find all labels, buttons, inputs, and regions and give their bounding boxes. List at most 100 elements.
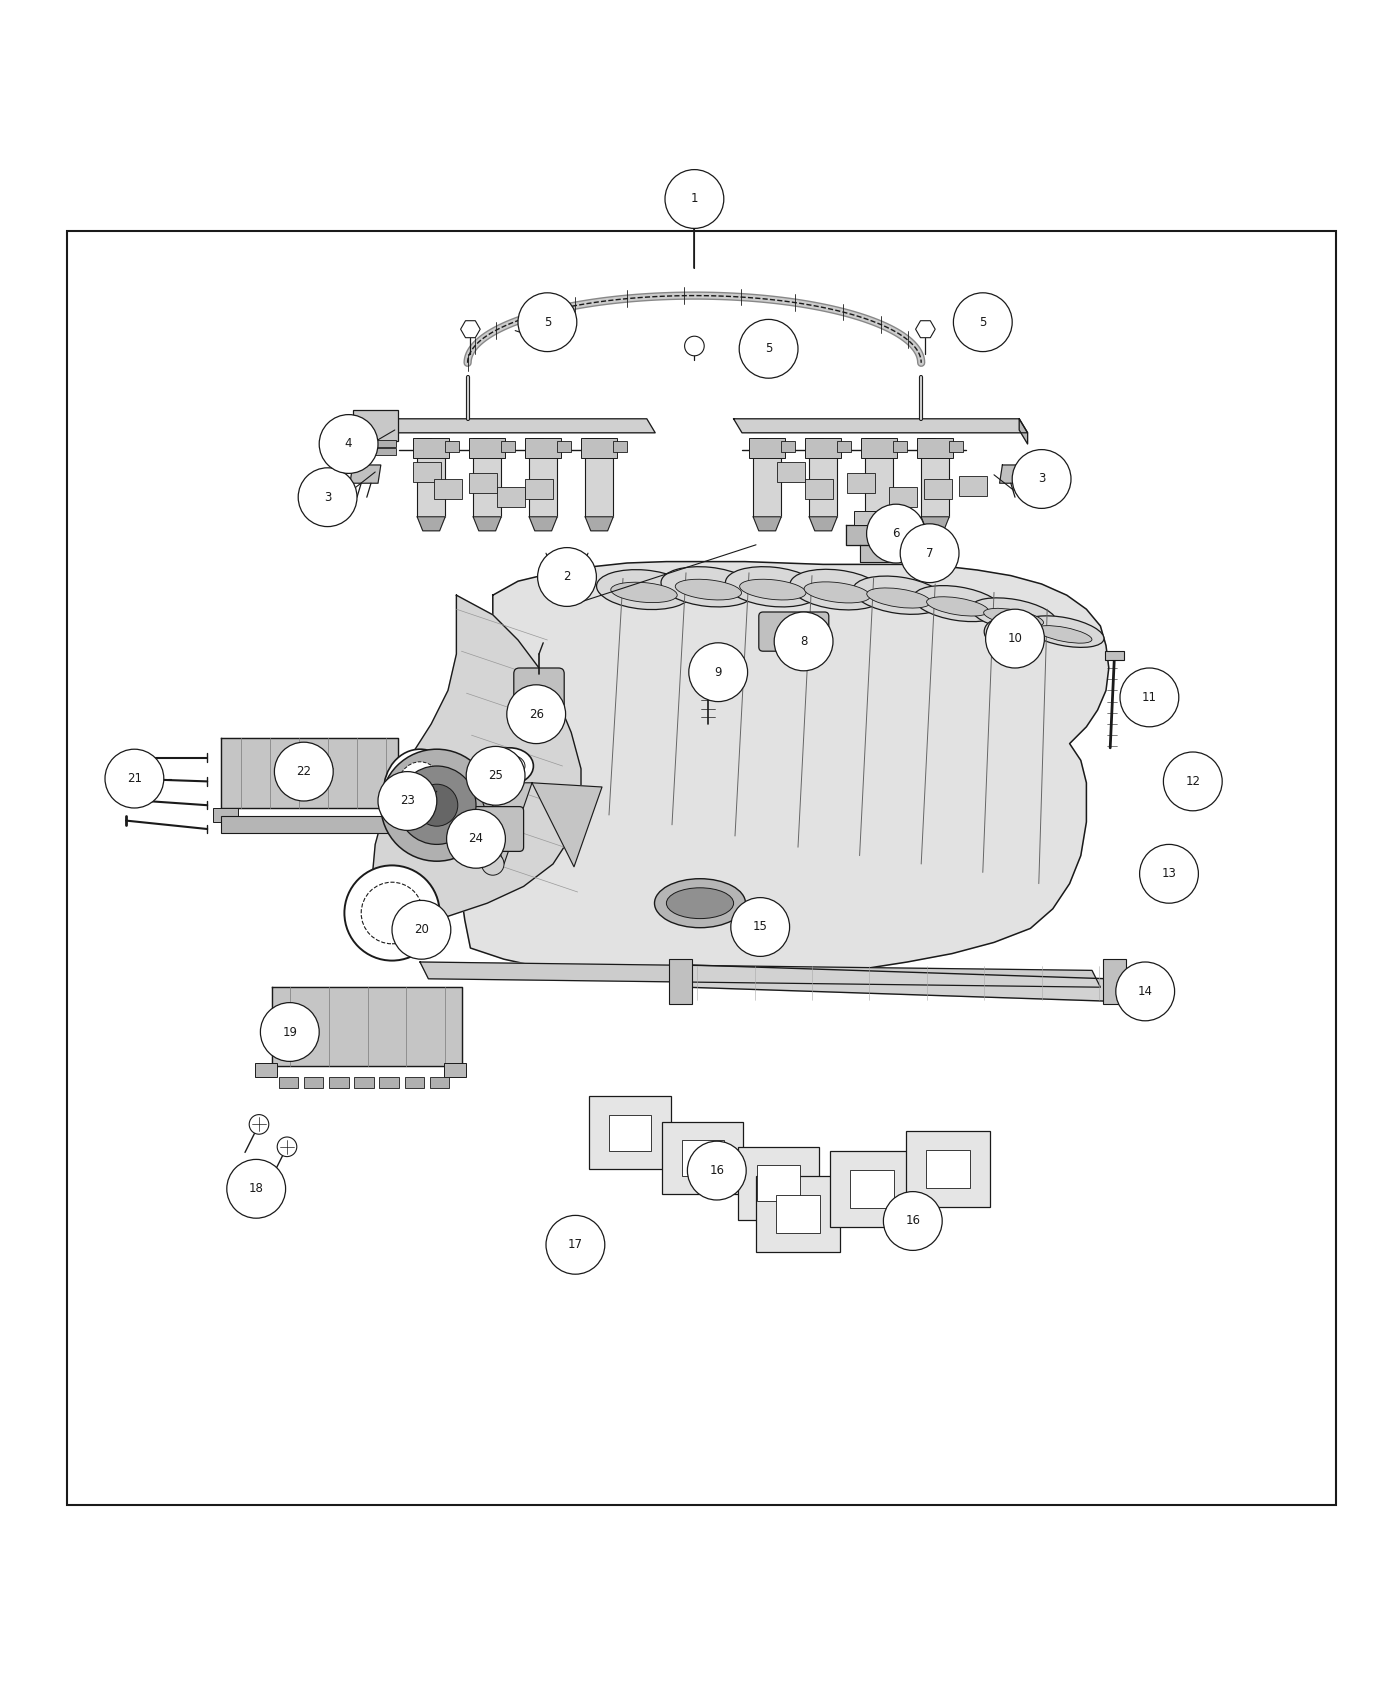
Ellipse shape <box>396 762 444 821</box>
Bar <box>329 1076 349 1088</box>
Circle shape <box>1012 449 1071 508</box>
Circle shape <box>739 320 798 377</box>
Ellipse shape <box>804 581 871 604</box>
Ellipse shape <box>991 624 1008 639</box>
Text: 23: 23 <box>400 794 414 808</box>
Polygon shape <box>916 321 935 338</box>
Text: 4: 4 <box>344 437 353 451</box>
Text: 16: 16 <box>906 1214 920 1227</box>
Circle shape <box>774 612 833 672</box>
Circle shape <box>1140 845 1198 903</box>
Bar <box>662 1122 743 1195</box>
Polygon shape <box>476 782 532 864</box>
Circle shape <box>867 505 925 563</box>
Ellipse shape <box>984 619 1015 644</box>
Ellipse shape <box>675 580 742 600</box>
Ellipse shape <box>927 597 988 615</box>
Bar <box>413 439 449 457</box>
Circle shape <box>344 865 440 960</box>
Bar <box>854 512 882 525</box>
Text: 10: 10 <box>1008 632 1022 644</box>
Text: 7: 7 <box>925 547 934 559</box>
Circle shape <box>731 898 790 957</box>
Bar <box>255 1062 277 1076</box>
Ellipse shape <box>739 580 806 600</box>
Polygon shape <box>272 988 462 1066</box>
Text: 19: 19 <box>283 1025 297 1039</box>
Bar <box>756 1176 840 1251</box>
Bar <box>949 442 963 452</box>
Bar <box>700 672 717 682</box>
Polygon shape <box>529 517 557 530</box>
Bar <box>497 488 525 507</box>
Circle shape <box>986 609 1044 668</box>
Ellipse shape <box>655 879 745 928</box>
Polygon shape <box>860 544 896 561</box>
Bar <box>581 439 617 457</box>
Ellipse shape <box>984 609 1043 627</box>
Bar <box>959 476 987 496</box>
Bar <box>917 439 953 457</box>
Circle shape <box>687 1141 746 1200</box>
Text: 11: 11 <box>1142 690 1156 704</box>
Text: 24: 24 <box>469 833 483 845</box>
Bar <box>379 1076 399 1088</box>
Bar <box>525 479 553 498</box>
Polygon shape <box>809 517 837 530</box>
Ellipse shape <box>790 570 885 610</box>
Text: 25: 25 <box>489 770 503 782</box>
Circle shape <box>466 746 525 806</box>
Text: 26: 26 <box>529 707 543 721</box>
Bar <box>354 1076 374 1088</box>
Circle shape <box>298 468 357 527</box>
Ellipse shape <box>913 585 1002 622</box>
Bar <box>781 442 795 452</box>
Text: 16: 16 <box>710 1164 724 1176</box>
Circle shape <box>319 415 378 473</box>
Text: 2: 2 <box>563 571 571 583</box>
Bar <box>669 959 692 1005</box>
Circle shape <box>361 882 423 944</box>
Polygon shape <box>456 561 1109 981</box>
Bar <box>809 449 837 517</box>
Circle shape <box>507 685 566 743</box>
Ellipse shape <box>1036 626 1092 643</box>
Bar <box>557 442 571 452</box>
FancyBboxPatch shape <box>353 410 398 442</box>
Polygon shape <box>753 517 781 530</box>
Circle shape <box>665 170 724 228</box>
Circle shape <box>518 292 577 352</box>
Bar <box>805 479 833 498</box>
Text: 17: 17 <box>568 1238 582 1251</box>
Polygon shape <box>675 966 1120 1001</box>
Polygon shape <box>1019 418 1028 444</box>
Ellipse shape <box>486 748 533 784</box>
Polygon shape <box>585 517 613 530</box>
Circle shape <box>546 1216 605 1275</box>
Polygon shape <box>1000 466 1033 483</box>
Bar <box>777 462 805 481</box>
Bar <box>861 439 897 457</box>
Bar <box>354 449 396 456</box>
Bar <box>417 449 445 517</box>
Circle shape <box>538 547 596 607</box>
Text: 8: 8 <box>799 634 808 648</box>
Bar <box>413 462 441 481</box>
Bar <box>354 440 396 447</box>
Circle shape <box>900 524 959 583</box>
Bar <box>738 1148 819 1219</box>
Ellipse shape <box>867 588 931 609</box>
Circle shape <box>1120 668 1179 728</box>
Ellipse shape <box>384 750 456 833</box>
Ellipse shape <box>610 581 678 602</box>
Bar <box>1103 959 1126 1005</box>
Bar <box>405 1076 424 1088</box>
Text: 5: 5 <box>764 342 773 355</box>
Bar <box>1105 651 1124 660</box>
Text: 14: 14 <box>1138 984 1152 998</box>
Circle shape <box>249 1115 269 1134</box>
Bar <box>469 473 497 493</box>
Polygon shape <box>846 525 907 544</box>
Ellipse shape <box>666 887 734 918</box>
Ellipse shape <box>596 570 692 610</box>
